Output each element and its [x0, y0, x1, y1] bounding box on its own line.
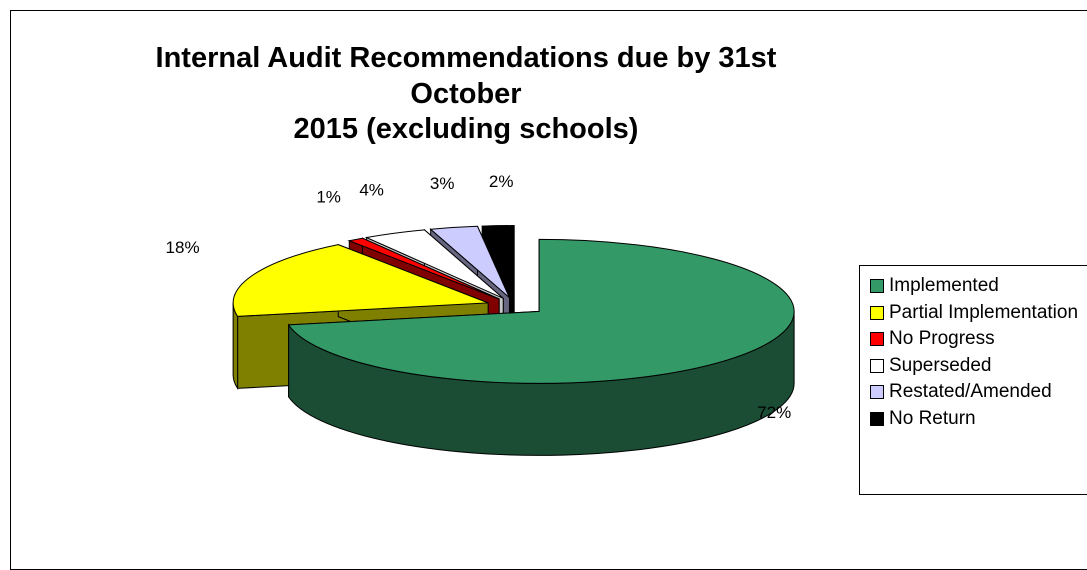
legend-swatch [870, 279, 884, 294]
data-label-implemented: 72% [757, 403, 791, 422]
legend-swatch [870, 305, 884, 320]
legend-label: Restated/Amended [889, 381, 1052, 403]
pie-chart: 72% 18% 1% 4% 3% 2% [166, 172, 795, 456]
chart-area: Internal Audit Recommendations due by 31… [10, 10, 1087, 570]
data-label-partial-implementation: 18% [166, 238, 200, 257]
slice-top-partial-implementation [232, 244, 489, 317]
data-label-restated-amended: 3% [430, 174, 455, 193]
slice-top-no-return [481, 225, 515, 298]
legend-swatch [870, 385, 884, 400]
legend-swatch [870, 411, 884, 426]
data-label-no-progress: 1% [316, 187, 341, 206]
slice-top-restated-amended [429, 225, 510, 299]
slice-top-implemented [287, 238, 795, 384]
chart-legend: Implemented Partial Implementation No Prog… [859, 265, 1087, 495]
legend-item-no-progress: No Progress [870, 326, 1087, 353]
legend-item-implemented: Implemented [870, 273, 1087, 300]
legend-swatch [870, 332, 884, 347]
data-label-no-return: 2% [489, 172, 514, 191]
legend-swatch [870, 358, 884, 373]
legend-item-restated-amended: Restated/Amended [870, 379, 1087, 406]
legend-item-no-return: No Return [870, 406, 1087, 433]
slice-top-superseded [364, 229, 504, 299]
legend-label: No Return [889, 407, 976, 429]
legend-item-superseded: Superseded [870, 353, 1087, 380]
legend-label: Implemented [889, 275, 999, 297]
legend-label: Superseded [889, 354, 992, 376]
legend-label: Partial Implementation [889, 301, 1079, 323]
legend-item-partial-implementation: Partial Implementation [870, 300, 1087, 327]
legend-label: No Progress [889, 328, 995, 350]
data-label-superseded: 4% [359, 180, 384, 199]
slice-top-no-progress [347, 237, 500, 300]
chart-title: Internal Audit Recommendations due by 31… [155, 42, 777, 146]
